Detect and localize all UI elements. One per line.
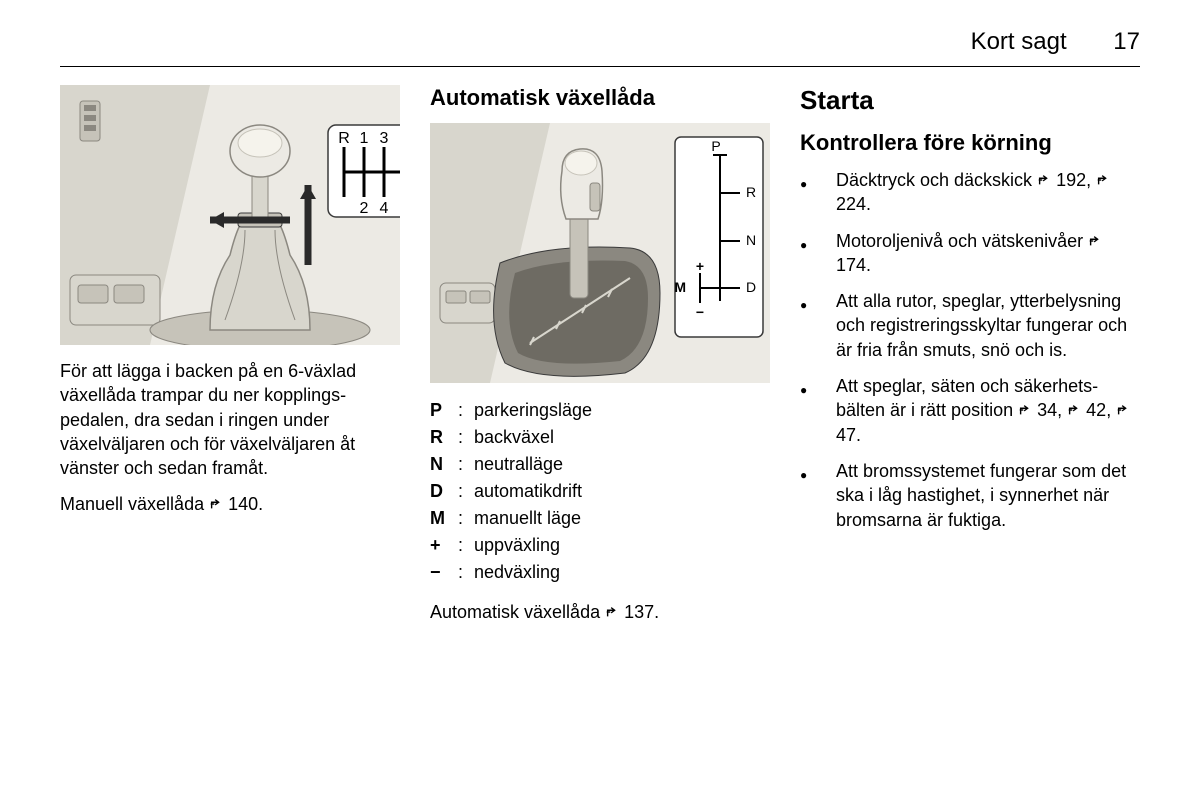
checklist: Däcktryck och däckskick 192, 224. Motoro… bbox=[800, 168, 1140, 532]
reference-icon bbox=[1067, 403, 1081, 417]
gear-row: +:uppväxling bbox=[430, 532, 770, 559]
checklist-item: Däcktryck och däckskick 192, 224. bbox=[800, 168, 1140, 217]
gate-label: M bbox=[674, 279, 686, 295]
column-3: Starta Kontrollera före körning Däcktryc… bbox=[800, 85, 1140, 636]
reference-icon bbox=[605, 605, 619, 619]
gear-row: M:manuellt läge bbox=[430, 505, 770, 532]
gear-label: 3 bbox=[380, 130, 389, 147]
gear-symbol: M bbox=[430, 505, 458, 532]
checklist-text: Att alla rutor, speglar, ytterbelys­ning… bbox=[836, 289, 1140, 362]
gear-desc: uppväxling bbox=[474, 532, 770, 559]
gear-row: N:neutralläge bbox=[430, 451, 770, 478]
gear-desc: parkeringsläge bbox=[474, 397, 770, 424]
gear-label: 4 bbox=[380, 200, 389, 217]
gear-desc: nedväxling bbox=[474, 559, 770, 586]
gear-desc: manuellt läge bbox=[474, 505, 770, 532]
gate-label: R bbox=[746, 184, 756, 200]
gear-symbol: P bbox=[430, 397, 458, 424]
manual-gearbox-illustration: R 1 3 5 2 4 6 bbox=[60, 85, 400, 345]
checklist-item: Att alla rutor, speglar, ytterbelys­ning… bbox=[800, 289, 1140, 362]
bullet-icon bbox=[800, 229, 836, 278]
column-2: Automatisk växellåda bbox=[430, 85, 770, 636]
gear-symbol: R bbox=[430, 424, 458, 451]
bullet-icon bbox=[800, 289, 836, 362]
reference-icon bbox=[1116, 403, 1130, 417]
ref-page: 137. bbox=[624, 602, 659, 622]
gate-label: P bbox=[711, 138, 720, 154]
gear-label: 2 bbox=[360, 200, 369, 217]
gear-symbol: − bbox=[430, 559, 458, 586]
content-columns: R 1 3 5 2 4 6 För att lägga i backen på … bbox=[60, 85, 1140, 636]
gear-label: 1 bbox=[360, 130, 369, 147]
automatic-heading: Automatisk växellåda bbox=[430, 85, 770, 111]
checklist-text: Däcktryck och däckskick 192, 224. bbox=[836, 168, 1140, 217]
gear-symbol: + bbox=[430, 532, 458, 559]
gear-desc: automatikdrift bbox=[474, 478, 770, 505]
start-heading: Starta bbox=[800, 85, 1140, 116]
page-number: 17 bbox=[1113, 28, 1140, 55]
ref-text: Manuell växellåda bbox=[60, 494, 209, 514]
gear-desc: neutralläge bbox=[474, 451, 770, 478]
gear-symbol: N bbox=[430, 451, 458, 478]
gate-label: + bbox=[696, 258, 704, 274]
reference-icon bbox=[1088, 234, 1102, 248]
reference-icon bbox=[1096, 173, 1110, 187]
bullet-icon bbox=[800, 459, 836, 532]
gate-label: − bbox=[696, 304, 704, 320]
gate-label: N bbox=[746, 232, 756, 248]
gear-row: R:backväxel bbox=[430, 424, 770, 451]
automatic-reference: Automatisk växellåda 137. bbox=[430, 600, 770, 624]
manual-description: För att lägga i backen på en 6-växlad vä… bbox=[60, 359, 400, 480]
gear-legend: P:parkeringsläge R:backväxel N:neutrallä… bbox=[430, 397, 770, 586]
checklist-item: Att bromssystemet fungerar som det ska i… bbox=[800, 459, 1140, 532]
check-subheading: Kontrollera före körning bbox=[800, 130, 1140, 156]
header-title: Kort sagt bbox=[971, 28, 1067, 55]
gear-label: R bbox=[338, 130, 350, 147]
gear-row: P:parkeringsläge bbox=[430, 397, 770, 424]
gear-row: D:automatikdrift bbox=[430, 478, 770, 505]
automatic-gearbox-illustration: P R N D M + − bbox=[430, 123, 770, 383]
reference-icon bbox=[209, 497, 223, 511]
column-1: R 1 3 5 2 4 6 För att lägga i backen på … bbox=[60, 85, 400, 636]
checklist-item: Motoroljenivå och vätskenivåer 174. bbox=[800, 229, 1140, 278]
page-header: Kort sagt 17 bbox=[60, 20, 1140, 67]
reference-icon bbox=[1018, 403, 1032, 417]
checklist-text: Att speglar, säten och säkerhets­bälten … bbox=[836, 374, 1140, 447]
bullet-icon bbox=[800, 168, 836, 217]
reference-icon bbox=[1037, 173, 1051, 187]
checklist-item: Att speglar, säten och säkerhets­bälten … bbox=[800, 374, 1140, 447]
gate-label: D bbox=[746, 279, 756, 295]
checklist-text: Motoroljenivå och vätskenivåer 174. bbox=[836, 229, 1140, 278]
bullet-icon bbox=[800, 374, 836, 447]
gear-desc: backväxel bbox=[474, 424, 770, 451]
gear-row: −:nedväxling bbox=[430, 559, 770, 586]
ref-text: Automatisk växellåda bbox=[430, 602, 605, 622]
checklist-text: Att bromssystemet fungerar som det ska i… bbox=[836, 459, 1140, 532]
ref-page: 140. bbox=[228, 494, 263, 514]
manual-reference: Manuell växellåda 140. bbox=[60, 492, 400, 516]
gear-symbol: D bbox=[430, 478, 458, 505]
